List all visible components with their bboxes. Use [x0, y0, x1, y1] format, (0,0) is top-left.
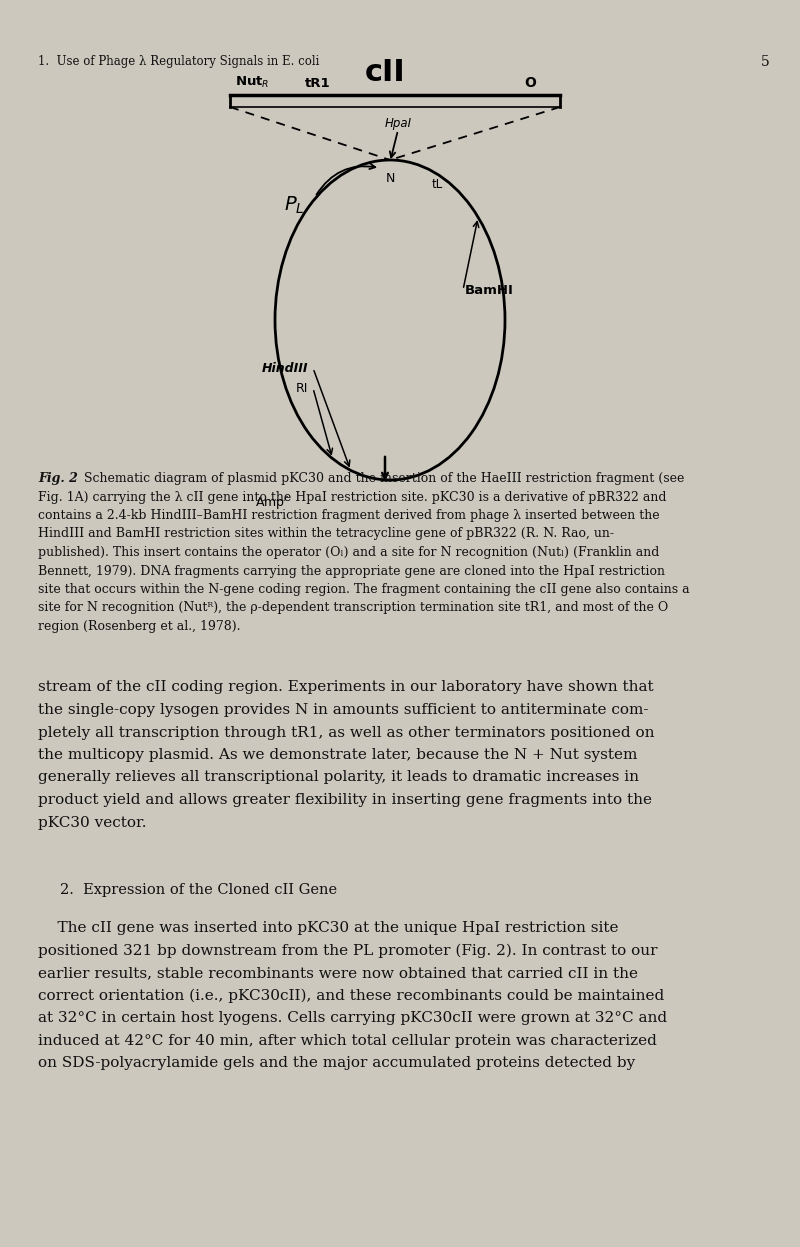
- Text: HindIII: HindIII: [262, 362, 308, 374]
- Text: published). This insert contains the operator (Oₗ) and a site for N recognition : published). This insert contains the ope…: [38, 546, 659, 559]
- Text: stream of the cII coding region. Experiments in our laboratory have shown that: stream of the cII coding region. Experim…: [38, 681, 654, 695]
- Text: product yield and allows greater flexibility in inserting gene fragments into th: product yield and allows greater flexibi…: [38, 793, 652, 807]
- Text: pletely all transcription through tR1, as well as other terminators positioned o: pletely all transcription through tR1, a…: [38, 726, 654, 739]
- Text: Schematic diagram of plasmid pKC30 and the insertion of the HaeIII restriction f: Schematic diagram of plasmid pKC30 and t…: [80, 473, 684, 485]
- Text: the single-copy lysogen provides N in amounts sufficient to antiterminate com-: the single-copy lysogen provides N in am…: [38, 703, 649, 717]
- Text: RI: RI: [296, 382, 308, 394]
- Text: Amp$^r$: Amp$^r$: [255, 495, 290, 513]
- Text: tR1: tR1: [305, 77, 330, 90]
- Text: induced at 42°C for 40 min, after which total cellular protein was characterized: induced at 42°C for 40 min, after which …: [38, 1034, 657, 1047]
- Text: the multicopy plasmid. As we demonstrate later, because the N + Nut system: the multicopy plasmid. As we demonstrate…: [38, 748, 638, 762]
- Text: Fig. 1A) carrying the λ cII gene into the HpaI restriction site. pKC30 is a deri: Fig. 1A) carrying the λ cII gene into th…: [38, 490, 666, 504]
- Text: generally relieves all transcriptional polarity, it leads to dramatic increases : generally relieves all transcriptional p…: [38, 771, 639, 784]
- Text: region (Rosenberg et al., 1978).: region (Rosenberg et al., 1978).: [38, 620, 241, 633]
- Text: tL: tL: [432, 178, 443, 191]
- Text: HindIII and BamHI restriction sites within the tetracycline gene of pBR322 (R. N: HindIII and BamHI restriction sites with…: [38, 527, 614, 540]
- Text: Fig. 2: Fig. 2: [38, 473, 78, 485]
- Text: cII: cII: [365, 59, 406, 87]
- Text: contains a 2.4-kb HindIII–BamHI restriction fragment derived from phage λ insert: contains a 2.4-kb HindIII–BamHI restrict…: [38, 509, 660, 522]
- Text: BamHI: BamHI: [465, 283, 514, 297]
- Text: earlier results, stable recombinants were now obtained that carried cII in the: earlier results, stable recombinants wer…: [38, 966, 638, 980]
- Text: 2.  Expression of the Cloned cII Gene: 2. Expression of the Cloned cII Gene: [60, 883, 337, 897]
- Text: HpaI: HpaI: [385, 117, 411, 130]
- Text: N: N: [386, 172, 394, 185]
- Text: correct orientation (i.e., pKC30cII), and these recombinants could be maintained: correct orientation (i.e., pKC30cII), an…: [38, 989, 664, 1003]
- Text: 5: 5: [762, 55, 770, 69]
- Text: Bennett, 1979). DNA fragments carrying the appropriate gene are cloned into the : Bennett, 1979). DNA fragments carrying t…: [38, 565, 665, 577]
- Text: positioned 321 bp downstream from the PL promoter (Fig. 2). In contrast to our: positioned 321 bp downstream from the PL…: [38, 944, 658, 958]
- Text: on SDS-polyacrylamide gels and the major accumulated proteins detected by: on SDS-polyacrylamide gels and the major…: [38, 1056, 635, 1070]
- Text: 1.  Use of Phage λ Regulatory Signals in E. coli: 1. Use of Phage λ Regulatory Signals in …: [38, 55, 319, 69]
- Text: pKC30 vector.: pKC30 vector.: [38, 816, 146, 829]
- Text: O: O: [524, 76, 536, 90]
- Text: at 32°C in certain host lyogens. Cells carrying pKC30cII were grown at 32°C and: at 32°C in certain host lyogens. Cells c…: [38, 1011, 667, 1025]
- Text: site that occurs within the N-gene coding region. The fragment containing the cI: site that occurs within the N-gene codin…: [38, 584, 690, 596]
- Text: $P_L$: $P_L$: [285, 195, 305, 216]
- Text: The cII gene was inserted into pKC30 at the unique HpaI restriction site: The cII gene was inserted into pKC30 at …: [38, 922, 618, 935]
- Text: Nut$_R$: Nut$_R$: [235, 75, 270, 90]
- Text: site for N recognition (Nutᴿ), the ρ-dependent transcription termination site tR: site for N recognition (Nutᴿ), the ρ-dep…: [38, 601, 668, 615]
